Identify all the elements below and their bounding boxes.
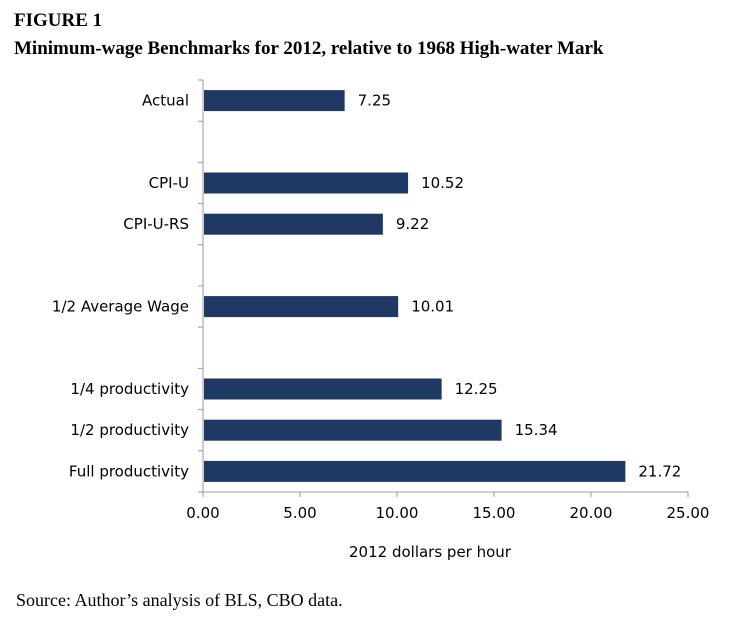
figure-label: FIGURE 1 (14, 10, 103, 31)
data-label: 9.22 (396, 215, 429, 233)
bar (204, 213, 383, 235)
category-label: 1/2 productivity (70, 421, 189, 439)
x-tick-label: 20.00 (570, 504, 613, 522)
x-tick-label: 25.00 (667, 504, 710, 522)
data-label: 12.25 (455, 380, 498, 398)
data-label: 10.01 (411, 298, 454, 316)
x-tick-label: 0.00 (186, 504, 219, 522)
x-axis-label: 2012 dollars per hour (349, 543, 512, 561)
bar (204, 378, 442, 400)
data-label: 21.72 (638, 462, 681, 480)
axes-layer: 0.00 5.00 10.00 15.00 20.00 25.00 (186, 79, 710, 522)
x-tick-label: 5.00 (283, 504, 316, 522)
category-label: Actual (142, 92, 189, 110)
data-label: 7.25 (358, 92, 391, 110)
category-label: 1/4 productivity (70, 380, 189, 398)
x-tick-label: 15.00 (473, 504, 516, 522)
bar (204, 172, 409, 194)
bar (204, 460, 626, 482)
bars-layer: Actual 7.25 CPI-U 10.52 CPI-U-RS 9.22 1/2 Aver… (52, 90, 681, 482)
bar (204, 296, 399, 318)
bar (204, 90, 345, 112)
data-label: 15.34 (515, 421, 558, 439)
source-note: Source: Author’s analysis of BLS, CBO da… (16, 590, 343, 610)
x-tick-label: 10.00 (376, 504, 419, 522)
data-label: 10.52 (421, 174, 464, 192)
bar (204, 419, 502, 441)
category-label: CPI-U (149, 174, 189, 192)
category-label: CPI-U-RS (123, 215, 189, 233)
category-label: 1/2 Average Wage (52, 298, 189, 316)
category-label: Full productivity (69, 462, 189, 480)
chart-title: Minimum-wage Benchmarks for 2012, relati… (14, 38, 604, 59)
